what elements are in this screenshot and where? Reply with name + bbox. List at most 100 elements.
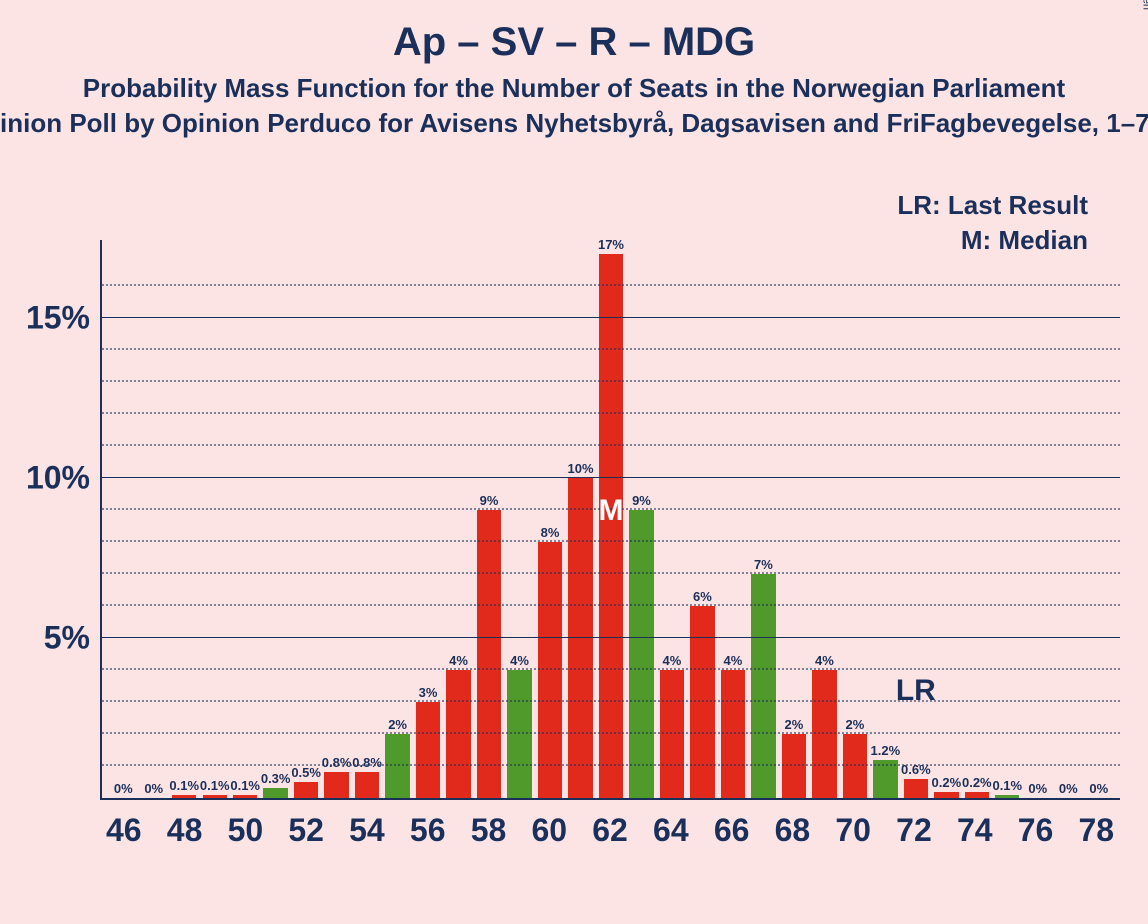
bar: 3% [416, 702, 440, 798]
legend-lr: LR: Last Result [897, 190, 1088, 221]
gridline-minor [102, 764, 1120, 766]
y-axis-label: 10% [26, 460, 102, 497]
bar: 4% [507, 670, 531, 798]
chart-subtitle-2: inion Poll by Opinion Perduco for Avisen… [0, 108, 1148, 139]
bar: 0.6% [904, 779, 928, 798]
bar-slot: 10% [565, 240, 595, 798]
bar-value-label: 4% [663, 653, 682, 668]
bar: 4% [721, 670, 745, 798]
gridline-minor [102, 700, 1120, 702]
gridline-minor [102, 284, 1120, 286]
bar-slot: 1.2% [870, 240, 900, 798]
bar-value-label: 0.2% [931, 775, 961, 790]
bar-slot: 8% [535, 240, 565, 798]
bar: 6% [690, 606, 714, 798]
bar: 4% [812, 670, 836, 798]
bar-value-label: 4% [815, 653, 834, 668]
gridline-minor [102, 604, 1120, 606]
bar-slot: 2% [382, 240, 412, 798]
median-marker: M [598, 494, 623, 528]
bar-value-label: 2% [784, 717, 803, 732]
bar-slot: 0.5% [291, 240, 321, 798]
chart-subtitle-1: Probability Mass Function for the Number… [0, 73, 1148, 104]
bar-value-label: 0.1% [992, 778, 1022, 793]
bar: 0.8% [324, 772, 348, 798]
gridline-minor [102, 348, 1120, 350]
bar-slot: 0% [1023, 240, 1053, 798]
bar: 0.2% [965, 792, 989, 798]
bar: 9% [477, 510, 501, 798]
x-axis-tick: 56 [410, 804, 446, 849]
bar-slot: 0% [1053, 240, 1083, 798]
bar-value-label: 0.1% [200, 778, 230, 793]
x-axis-tick [506, 804, 531, 849]
bar-value-label: 0% [144, 781, 163, 796]
bar-value-label: 0% [1059, 781, 1078, 796]
x-axis: 46 48 50 52 54 56 58 60 62 64 66 68 70 7… [100, 804, 1120, 849]
bar: 2% [385, 734, 409, 798]
x-axis-tick: 62 [592, 804, 628, 849]
bar: 0.1% [233, 795, 257, 798]
y-axis-label: 15% [26, 300, 102, 337]
bar-value-label: 7% [754, 557, 773, 572]
bar: 2% [782, 734, 806, 798]
plot-area: 0%0%0.1%0.1%0.1%0.3%0.5%0.8%0.8%2%3%4%9%… [100, 240, 1120, 800]
bar-value-label: 6% [693, 589, 712, 604]
bar: 0.1% [995, 795, 1019, 798]
bar-value-label: 0.8% [352, 755, 382, 770]
last-result-marker: LR [896, 674, 936, 708]
gridline-minor [102, 572, 1120, 574]
bar-slot: 0% [1084, 240, 1114, 798]
x-axis-tick [871, 804, 896, 849]
bar-value-label: 2% [845, 717, 864, 732]
x-axis-tick [932, 804, 957, 849]
x-axis-tick: 78 [1079, 804, 1115, 849]
x-axis-tick [993, 804, 1018, 849]
gridline-minor [102, 732, 1120, 734]
bar-slot: 0.1% [230, 240, 260, 798]
bar: 0.2% [934, 792, 958, 798]
bar: 0.1% [172, 795, 196, 798]
x-axis-tick: 68 [775, 804, 811, 849]
x-axis-tick: 70 [835, 804, 871, 849]
bar-value-label: 0.5% [291, 765, 321, 780]
x-axis-tick [749, 804, 774, 849]
bar-slot: 0% [138, 240, 168, 798]
gridline-major [102, 637, 1120, 638]
copyright-text: © 2025 Filip van Laenen [1140, 0, 1148, 10]
bar-slot: 0.3% [260, 240, 290, 798]
x-axis-tick [1053, 804, 1078, 849]
bar-value-label: 1.2% [871, 743, 901, 758]
bar: 0.1% [203, 795, 227, 798]
bar-slot: 2% [779, 240, 809, 798]
bar-value-label: 9% [632, 493, 651, 508]
x-axis-tick: 50 [228, 804, 264, 849]
bar-slot: 17%M [596, 240, 626, 798]
x-axis-tick: 48 [167, 804, 203, 849]
bar-value-label: 2% [388, 717, 407, 732]
bar-slot: 6% [687, 240, 717, 798]
x-axis-tick: 54 [349, 804, 385, 849]
bar-slot: 0.8% [321, 240, 351, 798]
bar-value-label: 0.8% [322, 755, 352, 770]
bar-slot: 0.6%LR [901, 240, 931, 798]
bar: 0.8% [355, 772, 379, 798]
bar-slot: 0.1% [992, 240, 1022, 798]
x-axis-tick [202, 804, 227, 849]
gridline-minor [102, 540, 1120, 542]
bar: 0.5% [294, 782, 318, 798]
x-axis-tick: 60 [531, 804, 567, 849]
bar-slot: 0.1% [169, 240, 199, 798]
bars-container: 0%0%0.1%0.1%0.1%0.3%0.5%0.8%0.8%2%3%4%9%… [102, 240, 1120, 798]
bar-value-label: 3% [419, 685, 438, 700]
bar: 2% [843, 734, 867, 798]
x-axis-tick: 52 [288, 804, 324, 849]
bar: 10% [568, 478, 592, 798]
bar-slot: 2% [840, 240, 870, 798]
bar-slot: 9% [626, 240, 656, 798]
bar-value-label: 4% [724, 653, 743, 668]
chart-title: Ap – SV – R – MDG [0, 20, 1148, 65]
bar-value-label: 0.1% [230, 778, 260, 793]
x-axis-tick [689, 804, 714, 849]
x-axis-tick [142, 804, 167, 849]
